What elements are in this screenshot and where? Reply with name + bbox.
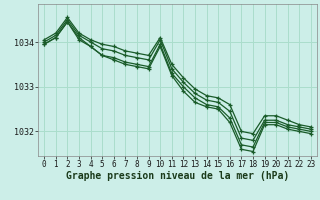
- X-axis label: Graphe pression niveau de la mer (hPa): Graphe pression niveau de la mer (hPa): [66, 171, 289, 181]
